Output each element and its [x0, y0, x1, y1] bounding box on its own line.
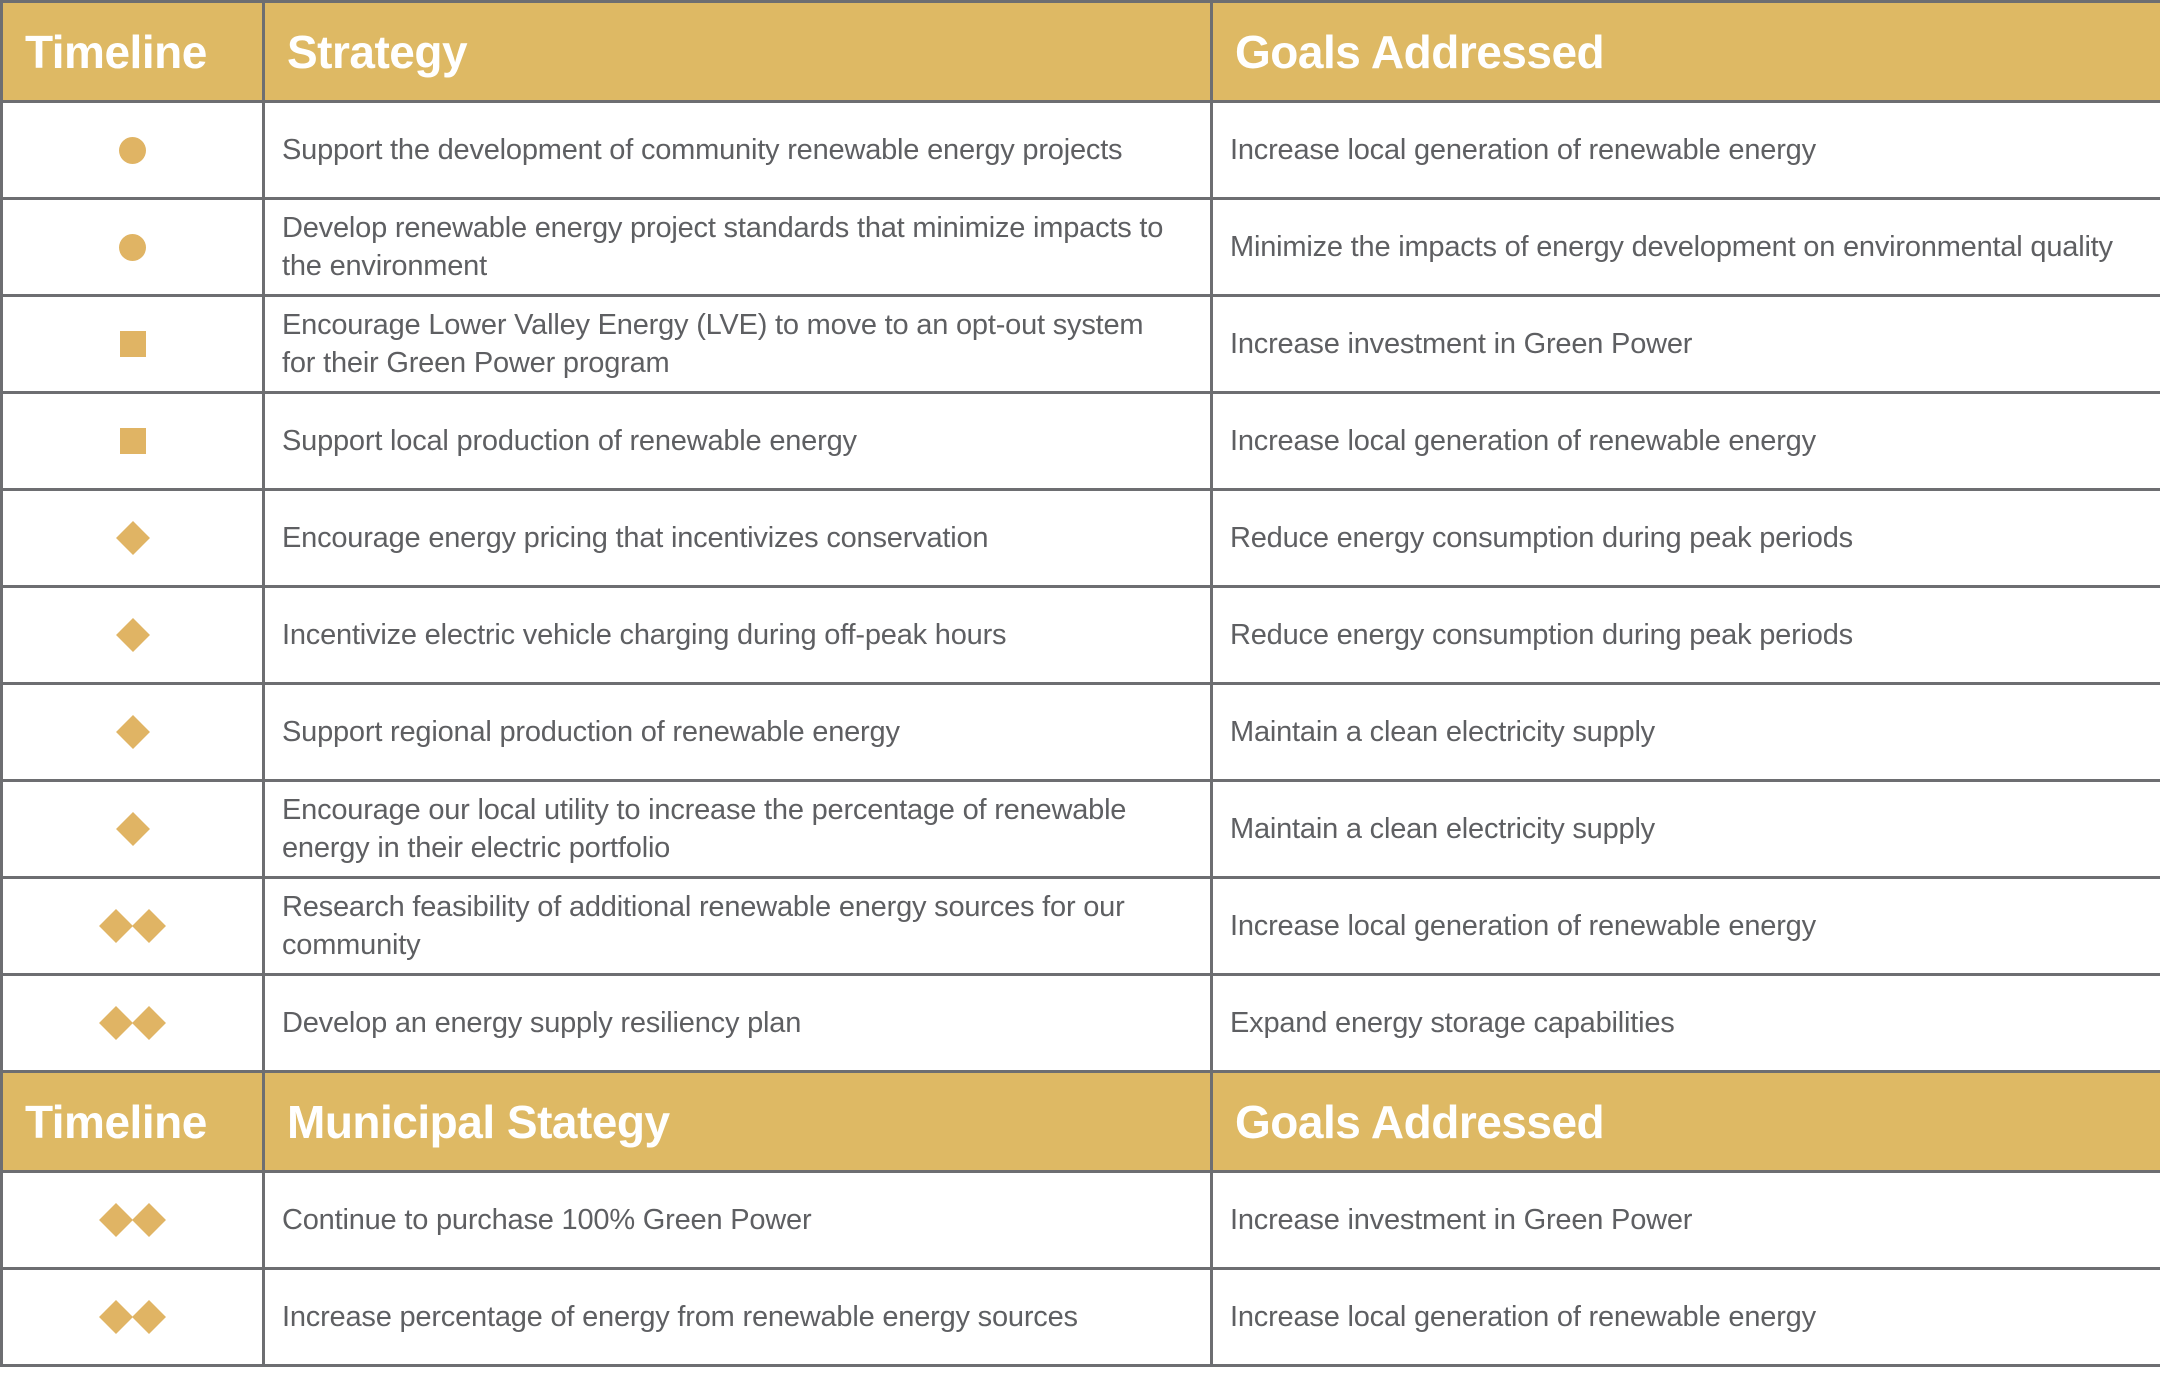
table-row: Support regional production of renewable…: [3, 685, 2160, 782]
timeline-cell: [3, 103, 265, 200]
diamond-icon: [115, 812, 150, 846]
circle-icon: [119, 233, 146, 261]
header-strategy: Strategy: [265, 3, 1213, 103]
goals-cell: Reduce energy consumption during peak pe…: [1213, 588, 2160, 685]
strategy-cell: Encourage energy pricing that incentiviz…: [265, 491, 1213, 588]
header-timeline: Timeline: [3, 3, 265, 103]
header-timeline: Timeline: [3, 1073, 265, 1173]
diamond-icon: [132, 1300, 166, 1334]
strategy-cell: Support the development of community ren…: [265, 103, 1213, 200]
timeline-cell: [3, 1270, 265, 1367]
table-row: Research feasibility of additional renew…: [3, 879, 2160, 976]
table-row: Develop an energy supply resiliency plan…: [3, 976, 2160, 1073]
diamond-icon: [99, 1203, 133, 1237]
table-row: Support the development of community ren…: [3, 103, 2160, 200]
timeline-cell: [3, 685, 265, 782]
table-row: Encourage Lower Valley Energy (LVE) to m…: [3, 297, 2160, 394]
goals-cell: Increase local generation of renewable e…: [1213, 1270, 2160, 1367]
goals-cell: Expand energy storage capabilities: [1213, 976, 2160, 1073]
goals-cell: Reduce energy consumption during peak pe…: [1213, 491, 2160, 588]
strategy-cell: Research feasibility of additional renew…: [265, 879, 1213, 976]
square-icon: [119, 428, 146, 454]
strategy-cell: Develop renewable energy project standar…: [265, 200, 1213, 297]
timeline-cell: [3, 1173, 265, 1270]
timeline-cell: [3, 976, 265, 1073]
strategy-cell: Support regional production of renewable…: [265, 685, 1213, 782]
strategy-cell: Increase percentage of energy from renew…: [265, 1270, 1213, 1367]
timeline-cell: [3, 588, 265, 685]
circle-icon: [119, 136, 146, 164]
diamond-icon: [115, 715, 150, 749]
timeline-cell: [3, 782, 265, 879]
diamond-icon: [132, 1203, 166, 1237]
timeline-cell: [3, 200, 265, 297]
diamond-icon: [115, 618, 150, 652]
table-row: Develop renewable energy project standar…: [3, 200, 2160, 297]
goals-cell: Increase investment in Green Power: [1213, 297, 2160, 394]
header-goals: Goals Addressed: [1213, 1073, 2160, 1173]
diamond-icon: [99, 1300, 133, 1334]
goals-cell: Increase local generation of renewable e…: [1213, 103, 2160, 200]
table-row: Encourage our local utility to increase …: [3, 782, 2160, 879]
timeline-cell: [3, 394, 265, 491]
table-row: Incentivize electric vehicle charging du…: [3, 588, 2160, 685]
table-header-row-strategies: Timeline Strategy Goals Addressed: [3, 3, 2160, 103]
timeline-cell: [3, 297, 265, 394]
header-goals: Goals Addressed: [1213, 3, 2160, 103]
square-icon: [119, 331, 146, 357]
header-municipal-strategy: Municipal Stategy: [265, 1073, 1213, 1173]
strategy-cell: Develop an energy supply resiliency plan: [265, 976, 1213, 1073]
diamond-icon: [99, 909, 133, 943]
diamond-icon: [132, 1006, 166, 1040]
diamond-icon: [115, 521, 150, 555]
strategy-cell: Encourage Lower Valley Energy (LVE) to m…: [265, 297, 1213, 394]
diamond-icon: [99, 1006, 133, 1040]
goals-cell: Increase local generation of renewable e…: [1213, 394, 2160, 491]
timeline-cell: [3, 879, 265, 976]
strategy-cell: Encourage our local utility to increase …: [265, 782, 1213, 879]
table-row: Continue to purchase 100% Green Power In…: [3, 1173, 2160, 1270]
strategy-cell: Support local production of renewable en…: [265, 394, 1213, 491]
goals-cell: Maintain a clean electricity supply: [1213, 782, 2160, 879]
strategy-cell: Continue to purchase 100% Green Power: [265, 1173, 1213, 1270]
goals-cell: Increase investment in Green Power: [1213, 1173, 2160, 1270]
table-row: Encourage energy pricing that incentiviz…: [3, 491, 2160, 588]
timeline-cell: [3, 491, 265, 588]
diamond-icon: [132, 909, 166, 943]
goals-cell: Increase local generation of renewable e…: [1213, 879, 2160, 976]
goals-cell: Minimize the impacts of energy developme…: [1213, 200, 2160, 297]
table-row: Increase percentage of energy from renew…: [3, 1270, 2160, 1367]
table-header-row-municipal: Timeline Municipal Stategy Goals Address…: [3, 1073, 2160, 1173]
goals-cell: Maintain a clean electricity supply: [1213, 685, 2160, 782]
strategy-cell: Incentivize electric vehicle charging du…: [265, 588, 1213, 685]
table-row: Support local production of renewable en…: [3, 394, 2160, 491]
